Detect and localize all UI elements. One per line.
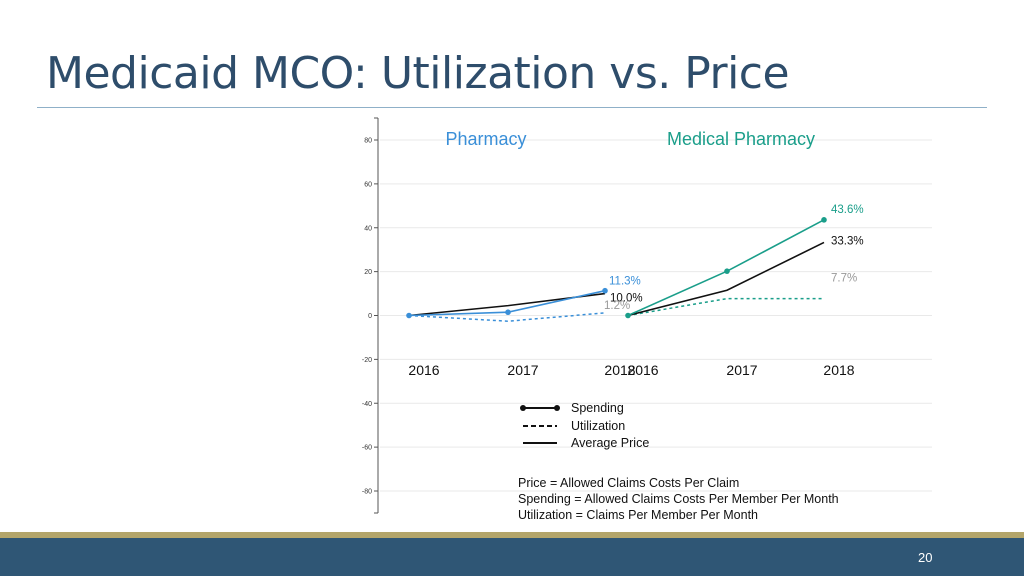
legend-marker [554, 405, 560, 411]
chart-note: Utilization = Claims Per Member Per Mont… [518, 508, 758, 522]
data-point [724, 268, 730, 274]
chart-legend: Spending Utilization Average Price [520, 401, 649, 450]
chart-note: Price = Allowed Claims Costs Per Claim [518, 476, 739, 490]
data-label: 10.0% [610, 293, 643, 305]
x-tick-label: 2016 [627, 362, 658, 378]
y-tick-label: 80 [364, 138, 372, 145]
data-label: 33.3% [831, 235, 864, 247]
y-tick-label: -80 [362, 489, 372, 496]
x-tick-label: 2017 [507, 362, 538, 378]
legend-label: Utilization [571, 419, 625, 433]
data-label: 7.7% [831, 273, 857, 285]
data-point [625, 312, 631, 319]
panel-title-medical-pharmacy: Medical Pharmacy [667, 129, 815, 149]
series-line-utilization [408, 312, 606, 322]
y-tick-label: -40 [362, 401, 372, 408]
panel-title-pharmacy: Pharmacy [445, 129, 526, 149]
slide-title: Medicaid MCO: Utilization vs. Price [46, 48, 790, 99]
x-tick-label: 2018 [823, 362, 854, 378]
legend-label: Average Price [571, 436, 649, 450]
legend-label: Spending [571, 401, 624, 415]
y-tick-label: -20 [362, 357, 372, 364]
x-tick-label: 2018 [604, 362, 635, 378]
series-line-average-price [627, 241, 825, 317]
series-line-utilization [627, 297, 824, 317]
chart-note: Spending = Allowed Claims Costs Per Memb… [518, 492, 839, 506]
y-tick-label: 0 [368, 313, 372, 320]
y-tick-label: 20 [364, 269, 372, 276]
y-tick-label: -60 [362, 445, 372, 452]
legend-marker [520, 405, 526, 411]
data-label: 43.6% [831, 204, 864, 216]
data-point [602, 287, 608, 294]
data-point [406, 312, 412, 319]
y-tick-label: 40 [364, 225, 372, 232]
series-line-spending [627, 219, 825, 317]
footer-accent-stripe [0, 532, 1024, 538]
title-divider [37, 107, 987, 108]
data-point [505, 309, 511, 316]
data-label: 11.3% [609, 276, 641, 288]
page-number: 20 [918, 550, 933, 565]
x-tick-label: 2017 [726, 362, 757, 378]
x-tick-label: 2016 [408, 362, 439, 378]
data-label: 1.2% [604, 300, 630, 312]
data-point [821, 217, 827, 223]
y-tick-label: 60 [364, 181, 372, 188]
footer-bar [0, 538, 1024, 576]
